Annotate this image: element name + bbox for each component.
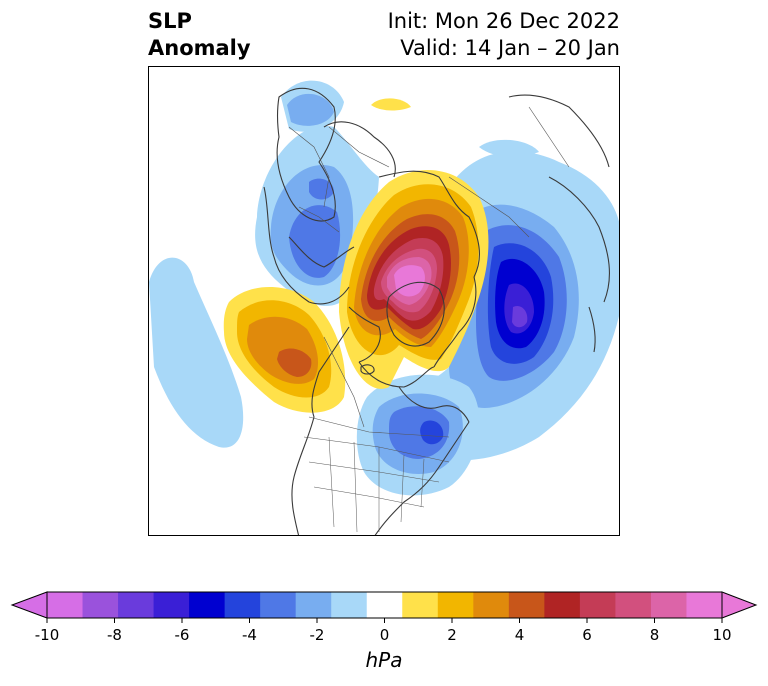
coastlines <box>263 87 610 535</box>
country-borders <box>288 106 570 438</box>
colorbar-ticks: -10 -8 -6 -4 -2 0 2 4 6 8 10 <box>35 618 732 644</box>
alaska-positive-area <box>223 287 346 413</box>
colorbar-tick-label: 10 <box>712 626 731 644</box>
colorbar-segment <box>544 592 581 618</box>
arctic-positive-area <box>339 98 489 389</box>
colorbar-segment <box>437 592 474 618</box>
colorbar-segment <box>82 592 119 618</box>
us-state-borders <box>303 436 450 533</box>
colorbar-tick-label: -10 <box>35 626 60 644</box>
map-panel <box>148 66 620 536</box>
colorbar-segment <box>473 592 510 618</box>
map-title: SLP Anomaly <box>148 8 251 62</box>
colorbar-segment <box>295 592 332 618</box>
colorbar-segment <box>615 592 652 618</box>
colorbar-segment <box>331 592 368 618</box>
colorbar-tick-label: 6 <box>582 626 592 644</box>
colorbar-tick-label: -8 <box>107 626 122 644</box>
colorbar-segment <box>579 592 617 618</box>
colorbar-segment <box>366 592 403 618</box>
colorbar-segments <box>10 591 758 619</box>
colorbar-segment <box>118 592 155 618</box>
colorbar-extend-low <box>10 591 48 619</box>
colorbar-tick-label: -6 <box>175 626 190 644</box>
anomaly-map <box>149 80 619 535</box>
colorbar-segment <box>260 592 297 618</box>
title-line-1: SLP <box>148 9 192 33</box>
colorbar-tick-label: -4 <box>242 626 257 644</box>
colorbar-extend-high <box>721 591 758 619</box>
title-line-2: Anomaly <box>148 36 251 60</box>
colorbar-tick-label: -2 <box>310 626 325 644</box>
valid-range: Valid: 14 Jan – 20 Jan <box>400 36 620 60</box>
colorbar-segment <box>153 592 190 618</box>
colorbar-segment <box>686 592 723 618</box>
colorbar: -10 -8 -6 -4 -2 0 2 4 6 8 10 <box>10 591 758 644</box>
colorbar-unit-label: hPa <box>365 648 403 672</box>
init-date: Init: Mon 26 Dec 2022 <box>387 9 620 33</box>
colorbar-tick-label: 8 <box>650 626 660 644</box>
colorbar-segment <box>650 592 688 618</box>
colorbar-segment <box>402 592 439 618</box>
date-info: Init: Mon 26 Dec 2022 Valid: 14 Jan – 20… <box>388 8 620 62</box>
colorbar-tick-label: 0 <box>380 626 390 644</box>
colorbar-tick-label: 2 <box>447 626 457 644</box>
colorbar-tick-label: 4 <box>515 626 525 644</box>
colorbar-segment <box>224 592 261 618</box>
colorbar-segment <box>189 592 226 618</box>
colorbar-segment <box>47 592 84 618</box>
colorbar-segment <box>508 592 545 618</box>
pacific-negative-area <box>149 257 244 448</box>
